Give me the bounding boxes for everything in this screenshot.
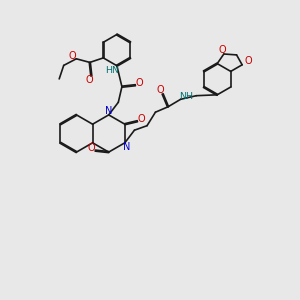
Text: NH: NH [179,92,193,101]
Text: O: O [87,142,95,153]
Text: N: N [123,142,130,152]
Text: O: O [68,51,76,62]
Text: HN: HN [105,66,119,75]
Text: O: O [219,45,226,55]
Text: N: N [105,106,112,116]
Text: O: O [85,75,93,85]
Text: O: O [244,56,252,66]
Text: O: O [156,85,164,95]
Text: O: O [138,114,146,124]
Text: O: O [136,78,143,88]
